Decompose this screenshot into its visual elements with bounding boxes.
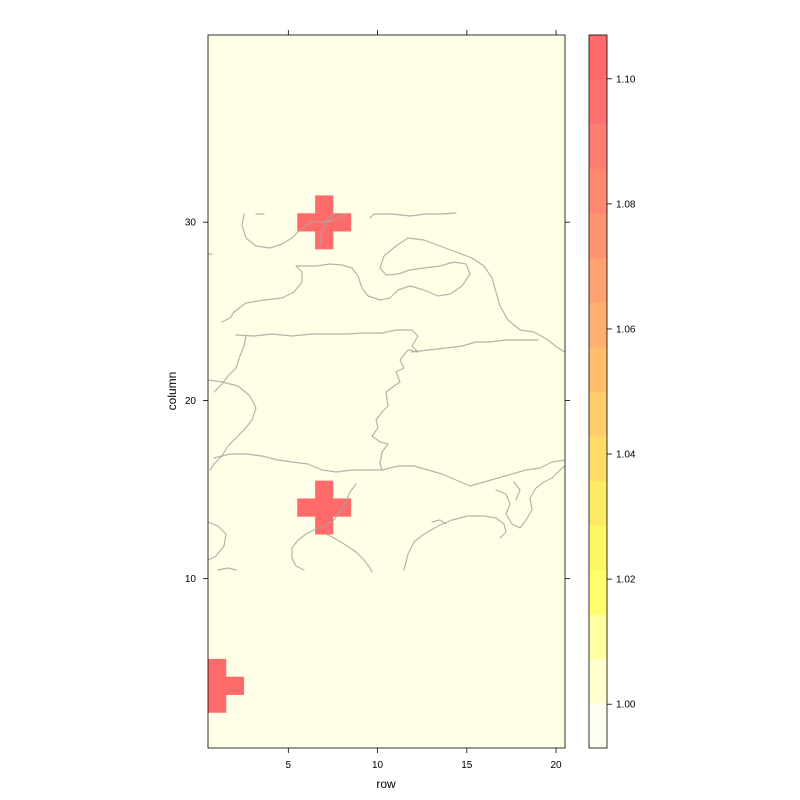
y-tick-label: 30	[185, 218, 197, 229]
map-line	[221, 311, 235, 323]
y-axis: 10 20 30	[185, 218, 570, 585]
heatmap-cell	[208, 658, 227, 678]
color-key-label: 1.06	[616, 324, 636, 335]
map-outline	[208, 212, 565, 573]
heatmap-cell	[315, 231, 334, 250]
color-key-label: 1.02	[616, 575, 636, 586]
map-line	[325, 533, 373, 573]
color-key-band	[589, 658, 607, 704]
color-key-band	[589, 436, 607, 481]
color-key-label: 1.00	[616, 700, 636, 711]
color-key-band	[589, 346, 607, 392]
color-key-band	[589, 480, 607, 526]
heatmap-cell	[315, 480, 334, 499]
color-key-label: 1.08	[616, 199, 636, 210]
plot-panel-border	[207, 34, 566, 749]
map-line	[319, 213, 335, 245]
map-line	[495, 465, 565, 529]
heatmap-cell	[297, 213, 316, 232]
color-key: 1.00 1.02 1.04 1.06 1.08 1.10	[588, 34, 636, 749]
map-line	[241, 213, 347, 249]
heatmap-cell	[297, 498, 316, 517]
heatmap-cell	[225, 676, 245, 695]
color-key-label: 1.10	[616, 74, 636, 85]
x-tick-label: 15	[461, 760, 473, 771]
y-tick-label: 20	[185, 396, 197, 407]
color-key-band	[589, 35, 607, 80]
map-line	[235, 329, 419, 471]
map-line	[208, 521, 227, 561]
color-key-band	[589, 168, 607, 214]
color-key-band	[589, 302, 607, 348]
color-key-band	[589, 79, 607, 125]
heatmap-cell	[315, 195, 334, 214]
x-tick-label: 5	[286, 760, 292, 771]
color-key-border	[588, 34, 608, 749]
map-line	[513, 481, 521, 501]
map-line	[431, 519, 447, 525]
x-axis-title: row	[376, 777, 396, 791]
map-line	[213, 453, 565, 487]
x-tick-label: 20	[551, 760, 563, 771]
map-line	[217, 567, 237, 571]
heatmap-cell	[315, 498, 334, 517]
color-key-band	[589, 213, 607, 259]
heatmap-cell	[208, 676, 227, 695]
y-tick-label: 10	[185, 574, 197, 585]
heatmap-cell	[208, 694, 227, 713]
color-key-band	[589, 391, 607, 437]
y-axis-title: column	[165, 372, 179, 411]
map-line	[208, 379, 257, 471]
color-key-band	[589, 703, 607, 749]
color-key-label: 1.04	[616, 450, 636, 461]
heatmap-cells	[208, 195, 352, 713]
color-key-band	[589, 124, 607, 169]
color-key-band	[589, 569, 607, 615]
map-line	[403, 515, 507, 571]
map-line	[233, 237, 565, 353]
map-line	[369, 212, 457, 219]
x-axis: 5 10 15 20	[286, 30, 563, 771]
map-line	[213, 335, 247, 393]
color-key-band	[589, 614, 607, 660]
map-line	[291, 483, 357, 571]
map-line	[411, 339, 539, 353]
x-tick-label: 10	[372, 760, 384, 771]
color-key-band	[589, 525, 607, 571]
color-key-band	[589, 257, 607, 303]
